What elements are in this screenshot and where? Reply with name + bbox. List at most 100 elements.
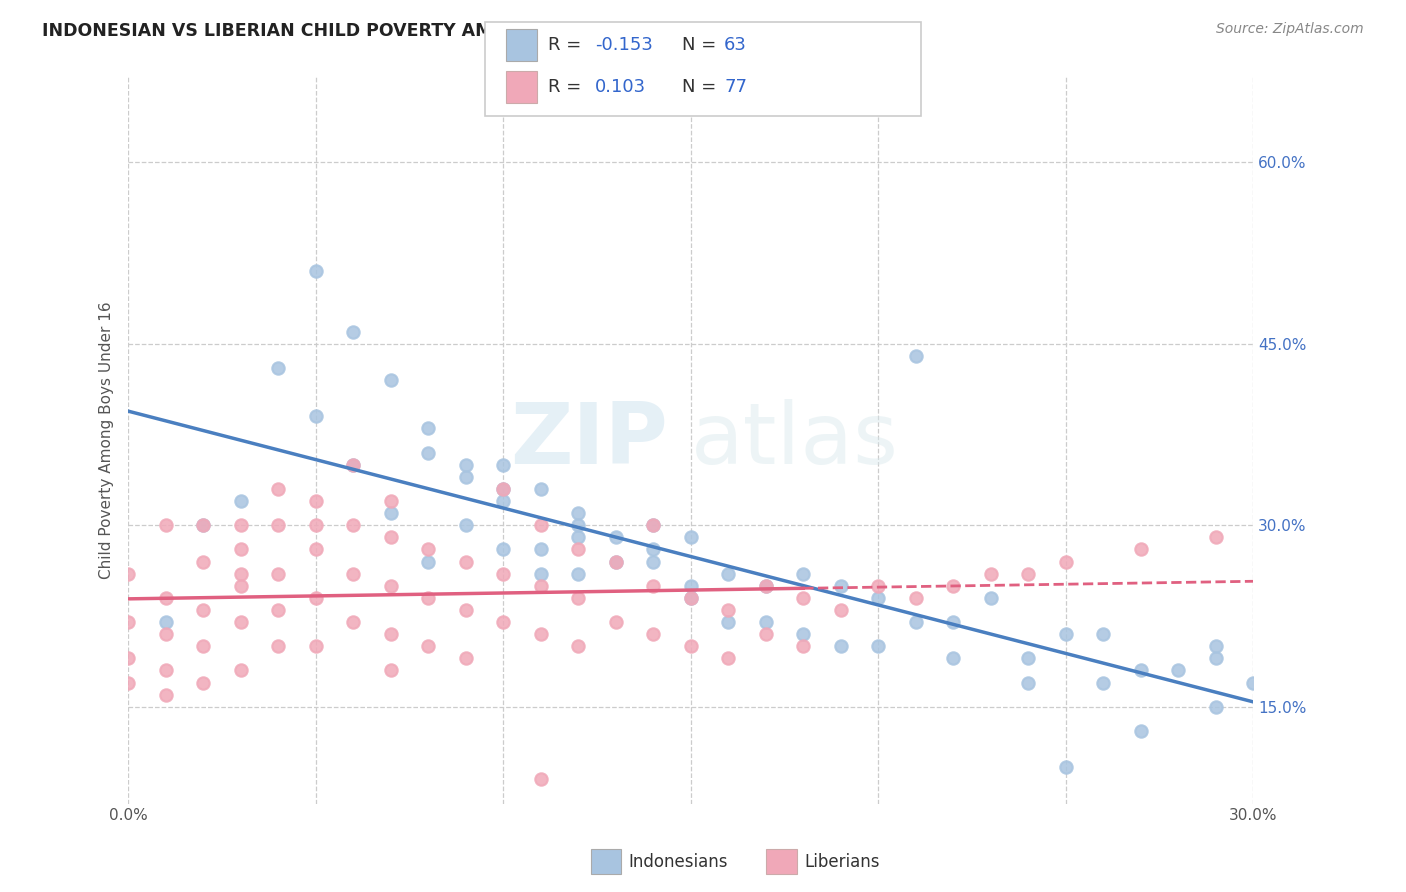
Point (418, 555, 440, 569)
Point (530, 579, 553, 593)
Text: atlas: atlas (690, 399, 898, 482)
Point (305, 264, 328, 278)
Point (492, 494, 515, 508)
Point (755, 579, 778, 593)
Point (1205, 651, 1227, 665)
Point (1129, 542, 1152, 557)
Text: INDONESIAN VS LIBERIAN CHILD POVERTY AMONG BOYS UNDER 16 CORRELATION CHART: INDONESIAN VS LIBERIAN CHILD POVERTY AMO… (42, 22, 914, 40)
Point (305, 409, 328, 424)
Point (305, 640, 328, 654)
Point (229, 542, 252, 557)
Point (267, 566, 290, 581)
Point (193, 675, 215, 690)
Text: N =: N = (682, 36, 721, 54)
Point (492, 542, 515, 557)
Point (1017, 566, 1039, 581)
Point (418, 542, 440, 557)
Point (117, 651, 139, 665)
Point (267, 603, 290, 617)
Point (679, 640, 702, 654)
Point (117, 615, 139, 629)
Point (830, 603, 852, 617)
Point (530, 518, 553, 533)
Point (904, 591, 927, 605)
Point (193, 555, 215, 569)
Point (755, 615, 778, 629)
Point (679, 591, 702, 605)
Point (1129, 664, 1152, 678)
Point (530, 542, 553, 557)
Point (454, 458, 477, 472)
Point (717, 566, 740, 581)
Point (267, 518, 290, 533)
Point (193, 518, 215, 533)
Point (117, 675, 139, 690)
Point (380, 530, 402, 544)
Point (942, 651, 965, 665)
Point (605, 530, 627, 544)
Point (530, 772, 553, 787)
Point (717, 603, 740, 617)
Point (155, 591, 177, 605)
Point (530, 627, 553, 641)
Point (229, 615, 252, 629)
Point (380, 664, 402, 678)
Text: Indonesians: Indonesians (628, 853, 728, 871)
Point (342, 518, 364, 533)
Point (155, 688, 177, 702)
Text: 77: 77 (724, 78, 747, 96)
Point (792, 591, 814, 605)
Point (155, 518, 177, 533)
Point (492, 566, 515, 581)
Point (643, 518, 665, 533)
Point (643, 627, 665, 641)
Point (530, 482, 553, 496)
Point (1205, 530, 1227, 544)
Point (305, 518, 328, 533)
Point (155, 664, 177, 678)
Text: R =: R = (548, 36, 588, 54)
Point (567, 640, 589, 654)
Point (643, 518, 665, 533)
Point (305, 591, 328, 605)
Point (605, 555, 627, 569)
Text: 63: 63 (724, 36, 747, 54)
Point (342, 458, 364, 472)
Point (418, 591, 440, 605)
Point (792, 640, 814, 654)
Point (605, 615, 627, 629)
Point (567, 506, 589, 520)
Text: Source: ZipAtlas.com: Source: ZipAtlas.com (1216, 22, 1364, 37)
Y-axis label: Child Poverty Among Boys Under 16: Child Poverty Among Boys Under 16 (100, 301, 114, 579)
Point (454, 555, 477, 569)
Point (1017, 651, 1039, 665)
Point (643, 555, 665, 569)
Point (567, 518, 589, 533)
Point (942, 579, 965, 593)
Point (305, 542, 328, 557)
Point (1017, 675, 1039, 690)
Text: R =: R = (548, 78, 593, 96)
Point (418, 640, 440, 654)
Point (868, 640, 890, 654)
Text: N =: N = (682, 78, 721, 96)
Point (229, 518, 252, 533)
Point (792, 566, 814, 581)
Point (942, 615, 965, 629)
Point (1092, 627, 1115, 641)
Point (980, 566, 1002, 581)
Point (1054, 627, 1077, 641)
Point (342, 325, 364, 339)
Point (193, 640, 215, 654)
Point (155, 627, 177, 641)
Point (305, 494, 328, 508)
Text: Liberians: Liberians (804, 853, 880, 871)
Point (229, 566, 252, 581)
Point (1205, 699, 1227, 714)
Point (679, 591, 702, 605)
Point (717, 615, 740, 629)
Point (567, 566, 589, 581)
Point (904, 615, 927, 629)
Point (530, 566, 553, 581)
Point (229, 579, 252, 593)
